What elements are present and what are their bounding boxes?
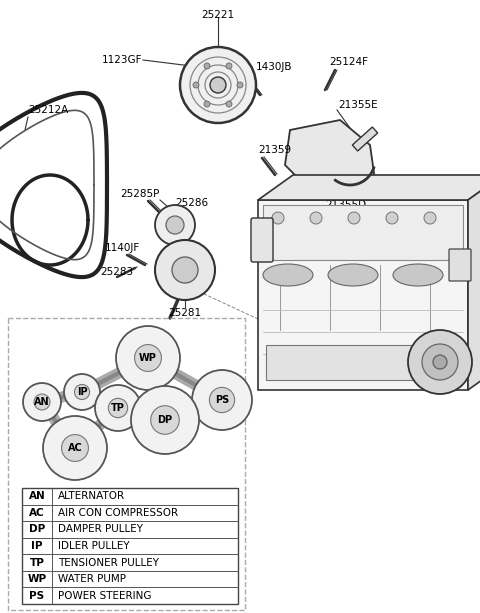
Bar [266, 345, 460, 380]
Text: IP: IP [31, 541, 43, 551]
Text: IDLER PULLEY: IDLER PULLEY [58, 541, 130, 551]
Circle shape [348, 212, 360, 224]
Text: 25124F: 25124F [329, 57, 368, 67]
Circle shape [424, 212, 436, 224]
Circle shape [226, 101, 232, 107]
Circle shape [23, 383, 61, 421]
Circle shape [95, 385, 141, 431]
Circle shape [43, 416, 107, 480]
Text: AC: AC [68, 443, 83, 453]
Text: 25100: 25100 [283, 190, 316, 200]
Circle shape [237, 82, 243, 88]
Text: 1430JB: 1430JB [256, 62, 292, 72]
Text: DAMPER PULLEY: DAMPER PULLEY [58, 525, 143, 535]
Circle shape [386, 212, 398, 224]
Text: WP: WP [139, 353, 157, 363]
Circle shape [134, 345, 161, 371]
Text: POWER STEERING: POWER STEERING [58, 591, 152, 601]
Circle shape [74, 384, 90, 400]
Bar [8, 318, 245, 610]
Text: WATER PUMP: WATER PUMP [58, 574, 126, 584]
Circle shape [193, 82, 199, 88]
Text: DP: DP [157, 415, 173, 425]
Circle shape [166, 216, 184, 234]
Text: 25283: 25283 [100, 267, 133, 277]
Text: 21359: 21359 [258, 145, 291, 155]
Circle shape [34, 394, 50, 410]
Circle shape [272, 212, 284, 224]
Polygon shape [468, 175, 480, 390]
FancyArrow shape [352, 127, 378, 151]
Circle shape [192, 370, 252, 430]
Text: WP: WP [27, 574, 47, 584]
Bar [263, 205, 463, 260]
Text: DP: DP [29, 525, 45, 535]
Circle shape [204, 101, 210, 107]
Text: AN: AN [34, 397, 50, 407]
Circle shape [172, 257, 198, 283]
Text: 21355E: 21355E [338, 100, 378, 110]
Circle shape [116, 326, 180, 390]
Circle shape [64, 374, 100, 410]
FancyBboxPatch shape [449, 249, 471, 281]
Bar [258, 200, 468, 390]
Polygon shape [258, 175, 480, 200]
Text: AN: AN [29, 491, 46, 501]
Circle shape [155, 240, 215, 300]
Circle shape [433, 355, 447, 369]
Text: PS: PS [29, 591, 45, 601]
Ellipse shape [328, 264, 378, 286]
Text: 21355D: 21355D [325, 200, 366, 210]
Text: PS: PS [215, 395, 229, 405]
Text: TP: TP [30, 558, 45, 568]
Circle shape [422, 344, 458, 380]
Ellipse shape [393, 264, 443, 286]
Circle shape [108, 398, 128, 417]
Text: 1140JF: 1140JF [105, 243, 140, 253]
Circle shape [408, 330, 472, 394]
Polygon shape [310, 165, 400, 215]
Bar [22, 488, 238, 604]
Text: TP: TP [111, 403, 125, 413]
Text: 25285P: 25285P [120, 189, 159, 199]
Circle shape [226, 63, 232, 69]
Text: ALTERNATOR: ALTERNATOR [58, 491, 125, 501]
Circle shape [180, 47, 256, 123]
Text: AC: AC [29, 508, 45, 518]
FancyBboxPatch shape [251, 218, 273, 262]
Circle shape [204, 63, 210, 69]
Circle shape [310, 212, 322, 224]
Text: 25221: 25221 [202, 10, 235, 20]
Ellipse shape [263, 264, 313, 286]
Text: 25281: 25281 [168, 308, 202, 318]
Text: AIR CON COMPRESSOR: AIR CON COMPRESSOR [58, 508, 178, 518]
Text: 25286: 25286 [175, 198, 208, 208]
Text: 1123GF: 1123GF [101, 55, 142, 65]
Circle shape [209, 387, 235, 413]
Circle shape [61, 435, 88, 462]
Circle shape [210, 77, 226, 93]
Circle shape [155, 205, 195, 245]
Text: IP: IP [77, 387, 87, 397]
Text: TENSIONER PULLEY: TENSIONER PULLEY [58, 558, 159, 568]
Circle shape [151, 406, 180, 434]
Circle shape [131, 386, 199, 454]
Text: 25212A: 25212A [28, 105, 68, 115]
Polygon shape [285, 120, 375, 195]
